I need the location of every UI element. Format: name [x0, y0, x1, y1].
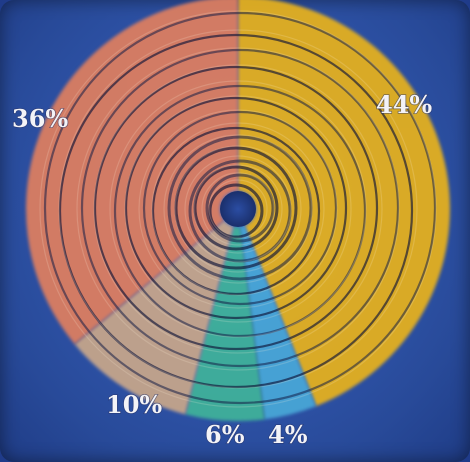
swirl-highlight — [184, 155, 292, 263]
swirl-highlight — [39, 10, 437, 408]
swirl-ring — [188, 159, 292, 263]
swirl-highlight — [138, 109, 338, 309]
swirl-highlight — [193, 164, 283, 254]
swirl-highlight — [201, 172, 275, 246]
swirl-ring — [167, 135, 313, 281]
swirl-highlight — [109, 80, 367, 338]
swirl-ring — [124, 96, 348, 320]
slice-label-36: 36% — [12, 104, 68, 133]
pie-slice — [240, 225, 317, 420]
slice-label-10: 10% — [106, 390, 162, 419]
swirl-ring — [43, 11, 437, 405]
swirl-ring — [174, 146, 298, 270]
swirl-ring — [113, 84, 367, 338]
center-hole — [220, 191, 256, 227]
swirl-highlight — [93, 64, 383, 354]
swirl-highlight — [124, 95, 352, 323]
swirl-ring — [142, 110, 338, 306]
swirl-highlight — [58, 29, 418, 389]
swirl-highlight — [76, 47, 400, 371]
swirl-rings — [39, 10, 437, 408]
slice-labels: 44% 4% 6% 10% 36% — [11, 89, 433, 450]
swirl-ring — [93, 65, 379, 351]
swirl-highlight — [174, 145, 302, 273]
swirl-ring — [208, 183, 264, 239]
slice-label-44: 44% — [376, 90, 432, 119]
swirl-highlight — [163, 134, 313, 284]
pie-slice — [74, 220, 234, 415]
swirl-ring — [205, 173, 275, 243]
swirl-ring — [193, 165, 279, 251]
slice-label-6: 6% — [205, 420, 245, 449]
swirl-highlight — [208, 179, 268, 239]
swirl-ring — [151, 126, 321, 296]
swirl-ring — [58, 33, 414, 389]
swirl-ring — [80, 48, 400, 368]
slice-label-4: 4% — [268, 420, 308, 449]
swirl-highlight — [151, 122, 325, 296]
pie-slice — [185, 226, 265, 421]
pie-slice — [238, 0, 450, 407]
